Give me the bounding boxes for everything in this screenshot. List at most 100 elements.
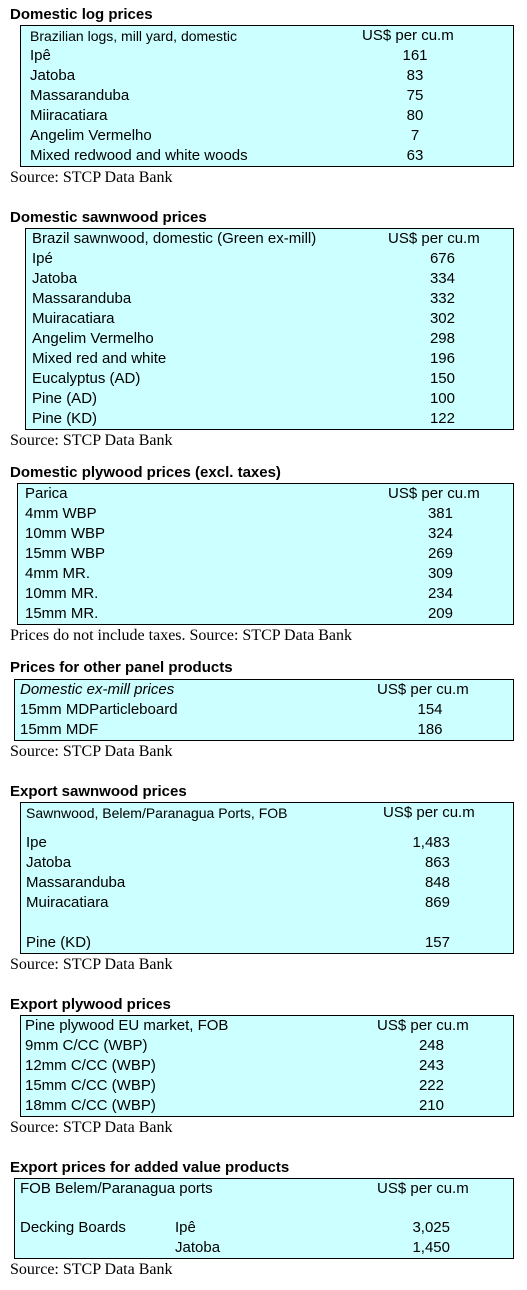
row-value: 7: [410, 127, 420, 144]
row-label: Ipe: [26, 834, 47, 851]
row-label: Eucalyptus (AD): [32, 370, 141, 387]
section-title: Prices for other panel products: [10, 659, 233, 676]
row-label: Ipé: [32, 250, 53, 267]
header-label: Parica: [25, 485, 68, 502]
header-unit: US$ per cu.m: [388, 485, 480, 502]
row-value: 161: [402, 47, 428, 64]
header-unit: US$ per cu.m: [388, 230, 480, 247]
section-title: Domestic plywood prices (excl. taxes): [10, 464, 281, 481]
row-value: 334: [429, 270, 455, 287]
row-value: 848: [424, 874, 450, 891]
row-label: 10mm MR.: [25, 585, 99, 602]
row-label: Ipê: [30, 47, 51, 64]
table: [25, 228, 514, 430]
row-label: Pine (AD): [32, 390, 98, 407]
table: [17, 483, 514, 625]
row-label: 15mm MR.: [25, 605, 99, 622]
row-label: Mixed redwood and white woods: [30, 147, 248, 164]
row-label: 4mm MR.: [25, 565, 90, 582]
row-value: 3,025: [412, 1219, 450, 1236]
row-value: 100: [429, 390, 455, 407]
row-value: 154: [417, 701, 443, 718]
row-value: 243: [418, 1057, 444, 1074]
row-value: 122: [429, 410, 455, 427]
row-label: Decking Boards: [20, 1219, 126, 1236]
row-value: 381: [427, 505, 453, 522]
row-value: 209: [427, 605, 453, 622]
row-value: 1,483: [412, 834, 450, 851]
row-value: 676: [429, 250, 455, 267]
table: [14, 1178, 514, 1259]
source: Source: STCP Data Bank: [10, 1261, 173, 1278]
row-label: 9mm C/CC (WBP): [25, 1037, 148, 1054]
row-value: 309: [427, 565, 453, 582]
row-label: Muiracatiara: [32, 310, 115, 327]
row-label: Pine (KD): [32, 410, 98, 427]
section-title: Domestic sawnwood prices: [10, 209, 207, 226]
source: Source: STCP Data Bank: [10, 743, 173, 760]
row-label: 15mm WBP: [25, 545, 106, 562]
row-value: 302: [429, 310, 455, 327]
row-value: 150: [429, 370, 455, 387]
row-label: 10mm WBP: [25, 525, 106, 542]
row-label: Muiracatiara: [26, 894, 109, 911]
header-unit: US$ per cu.m: [377, 1017, 469, 1034]
row-label: Angelim Vermelho: [30, 127, 152, 144]
row-value: 157: [424, 934, 450, 951]
header-unit: US$ per cu.m: [377, 1180, 469, 1197]
row-value: 1,450: [412, 1239, 450, 1256]
header-unit: US$ per cu.m: [377, 681, 469, 698]
row-label: 15mm MDF: [20, 721, 99, 738]
header-label: Pine plywood EU market, FOB: [25, 1017, 229, 1034]
section-title: Domestic log prices: [10, 6, 153, 23]
source: Source: STCP Data Bank: [10, 169, 173, 186]
row-value: 248: [418, 1037, 444, 1054]
row-label: Massaranduba: [30, 87, 130, 104]
table: [14, 679, 514, 741]
row-value: 186: [417, 721, 443, 738]
row-label: Massaranduba: [26, 874, 126, 891]
section-title: Export plywood prices: [10, 996, 171, 1013]
header-label: Domestic ex-mill prices: [20, 681, 175, 698]
header-label: Brazil sawnwood, domestic (Green ex-mill…: [32, 230, 317, 247]
header-label: FOB Belem/Paranagua ports: [20, 1180, 213, 1197]
row-value: 863: [424, 854, 450, 871]
row-species: Jatoba: [175, 1239, 221, 1256]
row-species: Ipê: [175, 1219, 196, 1236]
row-label: Miiracatiara: [30, 107, 108, 124]
row-label: Mixed red and white: [32, 350, 167, 367]
row-value: 80: [406, 107, 424, 124]
section-title: Export prices for added value products: [10, 1159, 290, 1176]
header-label: Brazilian logs, mill yard, domestic: [30, 28, 237, 44]
row-value: 222: [418, 1077, 444, 1094]
header-label: Sawnwood, Belem/Paranagua Ports, FOB: [26, 805, 288, 821]
row-value: 332: [429, 290, 455, 307]
row-label: 15mm C/CC (WBP): [25, 1077, 156, 1094]
row-value: 63: [406, 147, 424, 164]
row-value: 234: [427, 585, 453, 602]
row-value: 269: [427, 545, 453, 562]
row-value: 298: [429, 330, 455, 347]
row-label: 18mm C/CC (WBP): [25, 1097, 156, 1114]
header-unit: US$ per cu.m: [383, 804, 475, 821]
section-title: Export sawnwood prices: [10, 783, 187, 800]
row-value: 210: [418, 1097, 444, 1114]
row-label: Jatoba: [30, 67, 76, 84]
row-label: 12mm C/CC (WBP): [25, 1057, 156, 1074]
row-label: Massaranduba: [32, 290, 132, 307]
row-value: 83: [406, 67, 424, 84]
table: [20, 802, 514, 954]
row-label: Angelim Vermelho: [32, 330, 154, 347]
row-label: Jatoba: [32, 270, 78, 287]
source: Source: STCP Data Bank: [10, 956, 173, 973]
row-label: 15mm MDParticleboard: [20, 701, 178, 718]
table: [20, 1015, 514, 1117]
table: [20, 25, 514, 167]
row-label: Pine (KD): [26, 934, 92, 951]
source: Source: STCP Data Bank: [10, 1119, 173, 1136]
row-value: 75: [406, 87, 424, 104]
row-label: 4mm WBP: [25, 505, 97, 522]
row-value: 324: [427, 525, 453, 542]
row-value: 869: [424, 894, 450, 911]
